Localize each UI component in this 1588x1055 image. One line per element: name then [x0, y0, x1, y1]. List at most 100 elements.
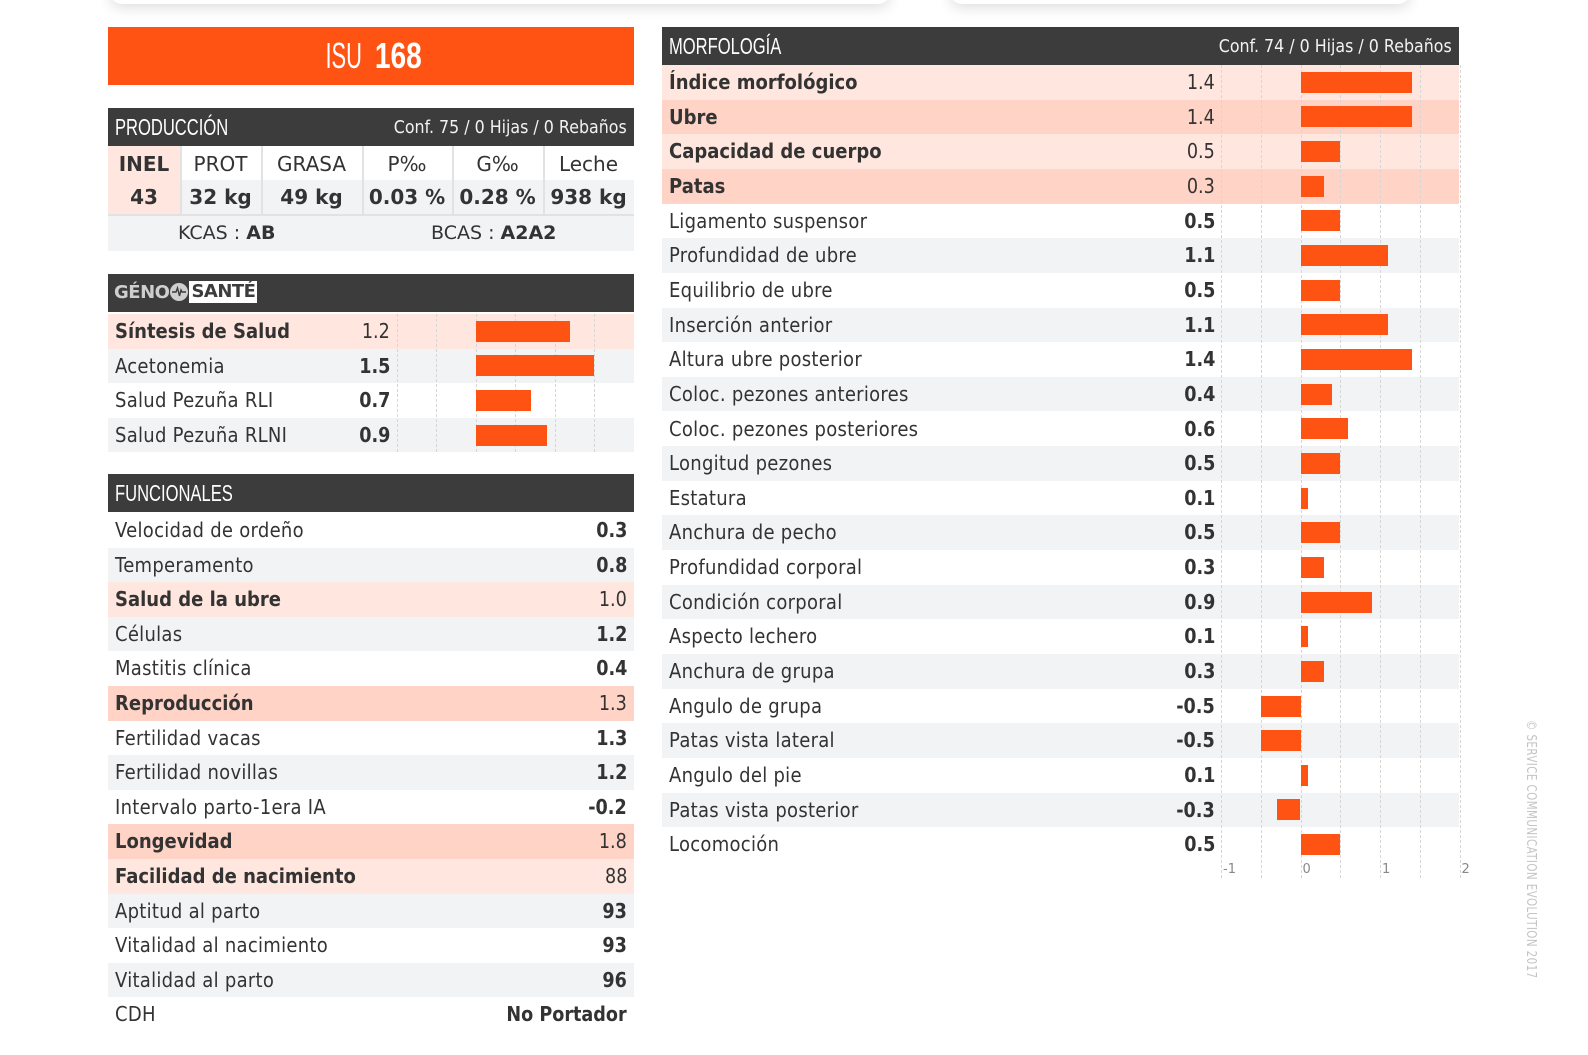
- row-label: Células: [115, 621, 183, 646]
- row-value: 0.5: [1183, 208, 1215, 233]
- row-value: 0.6: [1183, 416, 1215, 441]
- chart-row: Angulo de grupa -0.5: [662, 688, 1459, 724]
- gridline: [1221, 65, 1222, 878]
- bar: [1300, 245, 1388, 267]
- row-label: Angulo de grupa: [669, 693, 823, 718]
- bar: [1260, 695, 1301, 717]
- bar: [1300, 556, 1325, 578]
- row-value: 1.2: [362, 319, 390, 343]
- row-label: Índice morfológico: [669, 70, 858, 94]
- funcional-row: Intervalo parto-1era IA -0.2: [108, 789, 634, 825]
- row-label: Angulo del pie: [669, 763, 802, 787]
- table-divider: [108, 214, 634, 216]
- chart-row: Patas vista lateral -0.5: [662, 723, 1459, 758]
- row-value: 0.3: [1187, 173, 1215, 198]
- funcional-row: Facilidad de nacimiento 88: [108, 859, 634, 894]
- row-value: 1.4: [1187, 104, 1215, 129]
- funcional-row: Aptitud al parto 93: [108, 893, 634, 929]
- row-label: Síntesis de Salud: [115, 319, 290, 343]
- bar: [1300, 141, 1341, 163]
- bar: [475, 424, 547, 446]
- gridline: [436, 314, 437, 452]
- row-value: 0.3: [1183, 555, 1215, 580]
- gridline: [1340, 65, 1342, 878]
- funcional-row: Fertilidad vacas 1.3: [108, 720, 634, 756]
- funcional-row: Velocidad de ordeño 0.3: [108, 513, 634, 548]
- row-label: Velocidad de ordeño: [115, 518, 304, 542]
- bar: [475, 320, 571, 342]
- x-tick-label: -1: [1223, 862, 1236, 877]
- row-value: 0.1: [1183, 763, 1215, 787]
- bar: [1260, 730, 1301, 752]
- bar: [1300, 279, 1341, 301]
- bar: [1300, 834, 1341, 856]
- row-label: Vitalidad al parto: [115, 967, 275, 992]
- row-label: Patas vista posterior: [669, 797, 859, 822]
- row-value: 0.5: [1183, 451, 1215, 476]
- row-label: Profundidad de ubre: [669, 243, 858, 268]
- row-label: Equilibrio de ubre: [669, 277, 833, 302]
- row-value: 1.3: [595, 725, 627, 750]
- bar: [1300, 349, 1412, 371]
- funcional-row: Mastitis clínica 0.4: [108, 651, 634, 686]
- row-label: Acetonemia: [115, 353, 225, 378]
- bar: [1300, 383, 1333, 405]
- gridline: [475, 314, 477, 452]
- row-value: 1.1: [1183, 243, 1215, 268]
- bar: [1300, 418, 1349, 440]
- bar: [1276, 799, 1301, 821]
- chart-row: Patas vista posterior -0.3: [662, 792, 1459, 828]
- row-label: Coloc. pezones anteriores: [669, 381, 909, 406]
- prod-col-header: INEL: [118, 152, 170, 176]
- morfologia-conf: Conf. 74 / 0 Hijas / 0 Rebaños: [1219, 36, 1452, 57]
- prod-col-value: 0.03 %: [368, 185, 446, 209]
- produccion-table: INEL 43 PROT 32 kg GRASA 49 kg P‰ 0.03 % G‰ 0.28 …: [108, 146, 634, 251]
- morfologia-header: MORFOLOGÍA Conf. 74 / 0 Hijas / 0 Rebaño…: [662, 27, 1459, 65]
- row-value: -0.5: [1176, 693, 1215, 718]
- x-tick-label: 1: [1382, 862, 1391, 877]
- row-label: Condición corporal: [669, 589, 843, 614]
- bar: [1300, 764, 1309, 786]
- row-label: Aptitud al parto: [115, 898, 261, 923]
- row-label: Vitalidad al nacimiento: [115, 933, 329, 958]
- row-value: 1.2: [595, 760, 627, 785]
- row-value: 0.3: [1183, 659, 1215, 684]
- top-card-shadow-right: [950, 0, 1410, 4]
- row-value: 93: [602, 898, 627, 923]
- bar: [1300, 591, 1373, 613]
- funcional-row: Vitalidad al parto 96: [108, 962, 634, 998]
- funcional-row: Fertilidad novillas 1.2: [108, 755, 634, 790]
- row-label: Aspecto lechero: [669, 624, 818, 649]
- row-label: Altura ubre posterior: [669, 347, 863, 372]
- row-label: Longevidad: [115, 829, 233, 854]
- bar: [1300, 314, 1388, 336]
- bar: [1300, 522, 1341, 544]
- prod-col-header: G‰: [476, 152, 519, 176]
- col-divider: [452, 146, 454, 214]
- row-value: 0.1: [1183, 485, 1215, 510]
- row-value: 1.1: [1183, 312, 1215, 337]
- geno-logo-text: GÉNO: [114, 281, 170, 303]
- row-value: 1.0: [599, 587, 627, 612]
- bcas-label: BCAS :: [431, 222, 501, 244]
- isu-value: 168: [374, 35, 422, 76]
- chart-row: Estatura 0.1: [662, 480, 1459, 516]
- row-label: Coloc. pezones posteriores: [669, 416, 919, 441]
- col-divider: [543, 146, 545, 214]
- prod-col-header: GRASA: [276, 152, 346, 176]
- prod-col-header: Leche: [558, 152, 619, 176]
- row-value: 0.5: [1183, 832, 1215, 857]
- prod-col-value: 938 kg: [550, 185, 627, 209]
- row-value: 1.2: [595, 621, 627, 646]
- cas-row-bg: [108, 216, 634, 251]
- sante-logo-text: SANTÉ: [189, 281, 258, 303]
- x-tick-label: 0: [1302, 862, 1311, 877]
- row-value: 1.5: [358, 353, 390, 378]
- row-value: -0.5: [1176, 728, 1215, 753]
- row-value: 0.9: [358, 422, 390, 447]
- kcas-field: KCAS : AB: [178, 216, 275, 251]
- col-divider: [261, 146, 263, 214]
- chart-row: Patas 0.3: [662, 168, 1459, 204]
- row-value: 0.8: [595, 552, 627, 577]
- copyright-watermark: © SERVICE COMMUNICATION EVOLUTION 2017: [1523, 720, 1538, 979]
